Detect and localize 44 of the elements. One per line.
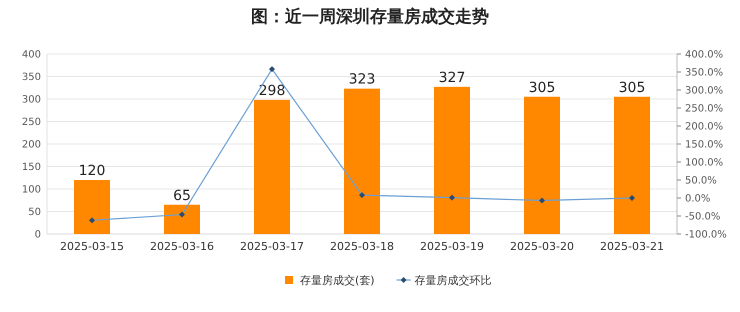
y-tick-label: 150	[22, 162, 41, 173]
y2-tick-label: 350.0%	[685, 68, 724, 78]
bar	[74, 180, 110, 234]
x-tick-label: 2025-03-16	[150, 240, 214, 253]
bar	[614, 96, 650, 234]
y-tick-label: 0	[34, 230, 41, 240]
y-tick-label: 350	[22, 72, 41, 83]
data-label: 120	[78, 163, 106, 179]
legend-label: 存量房成交环比	[414, 274, 492, 287]
data-label: 305	[618, 80, 646, 96]
bar	[524, 96, 560, 234]
x-tick-label: 2025-03-15	[60, 240, 124, 253]
bar	[254, 100, 290, 234]
legend-label: 存量房成交(套)	[300, 274, 375, 287]
x-tick-label: 2025-03-19	[420, 240, 484, 253]
y-tick-label: 300	[22, 94, 41, 106]
x-tick-label: 2025-03-18	[330, 240, 394, 253]
x-tick-label: 2025-03-21	[600, 240, 664, 253]
y-tick-label: 250	[22, 117, 41, 128]
y2-tick-label: 200.0%	[685, 122, 724, 132]
bar	[164, 204, 200, 234]
y2-tick-label: -50.0%	[685, 212, 720, 222]
data-label: 305	[528, 80, 556, 96]
y2-tick-label: 100.0%	[685, 158, 724, 168]
y2-tick-label: 150.0%	[685, 140, 724, 150]
data-label: 327	[438, 70, 466, 86]
y-tick-label: 50	[28, 207, 41, 218]
x-tick-label: 2025-03-20	[510, 240, 574, 253]
bar	[434, 86, 470, 234]
y-tick-label: 100	[22, 184, 41, 196]
y2-tick-label: 50.0%	[685, 176, 717, 186]
data-label: 323	[348, 72, 376, 88]
chart-title: 图：近一周深圳存量房成交走势	[251, 7, 489, 27]
x-tick-label: 2025-03-17	[240, 240, 304, 253]
bar	[344, 88, 380, 234]
data-label: 65	[173, 188, 191, 204]
y2-tick-label: 250.0%	[685, 104, 724, 114]
y2-tick-label: 0.0%	[685, 194, 710, 204]
y-tick-label: 400	[22, 50, 41, 60]
y-tick-label: 200	[22, 140, 41, 150]
y2-tick-label: 400.0%	[685, 50, 724, 60]
y2-tick-label: 300.0%	[685, 86, 724, 96]
data-label: 298	[258, 82, 286, 99]
y2-tick-label: -100.0%	[685, 230, 727, 240]
